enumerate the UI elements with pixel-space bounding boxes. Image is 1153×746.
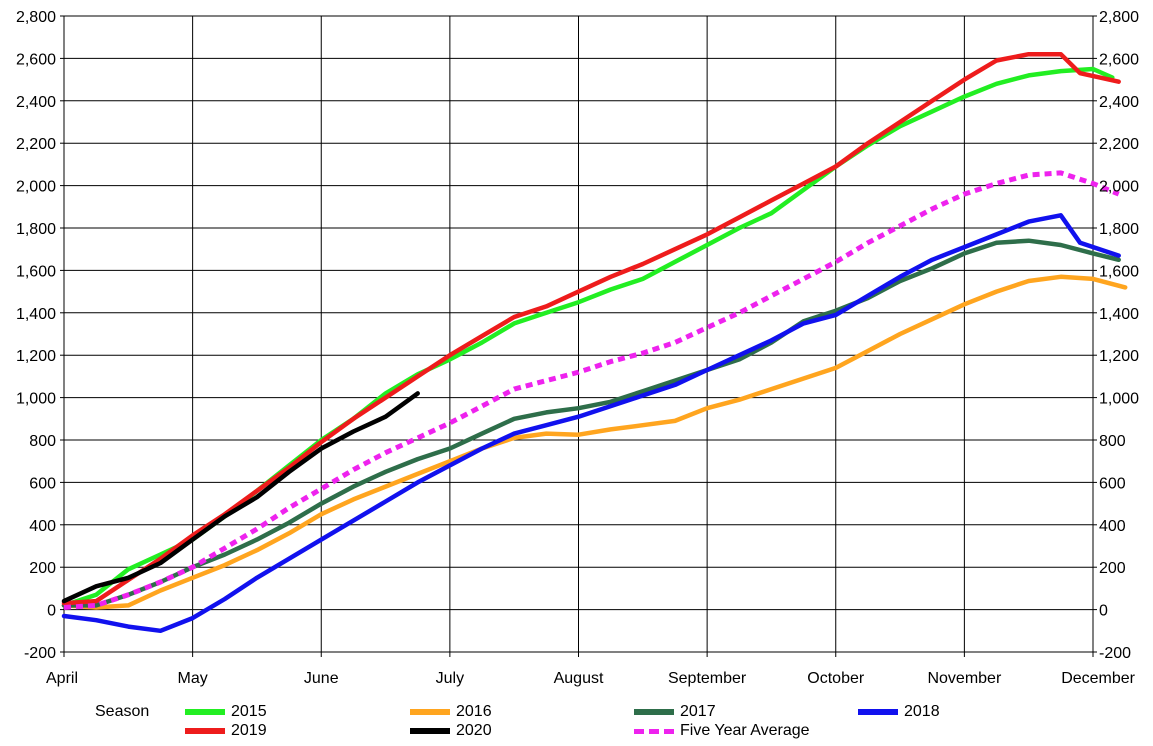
y-tick-label-right: 800	[1099, 433, 1126, 450]
y-tick-label-left: 2,800	[16, 9, 56, 26]
y-tick-label-right: 2,000	[1099, 179, 1139, 196]
y-tick-label-right: 1,200	[1099, 348, 1139, 365]
y-tick-label-left: 1,200	[16, 348, 56, 365]
y-tick-label-left: 2,400	[16, 94, 56, 111]
y-tick-label-right: 2,600	[1099, 51, 1139, 68]
y-tick-label-right: 2,400	[1099, 94, 1139, 111]
series-line-five-year-average	[63, 170, 1120, 610]
y-tick-label-left: 1,000	[16, 391, 56, 408]
series-lines	[61, 51, 1128, 634]
axes	[60, 15, 1097, 657]
y-tick-label-right: 400	[1099, 518, 1126, 535]
y-tick-label-left: 1,400	[16, 306, 56, 323]
series-line-2020	[61, 391, 420, 604]
y-tick-label-right: -200	[1099, 645, 1131, 662]
y-tick-label-right: 200	[1099, 560, 1126, 577]
y-tick-label-right: 600	[1099, 475, 1126, 492]
y-tick-label-left: 1,800	[16, 221, 56, 238]
y-tick-label-left: 800	[29, 433, 56, 450]
y-tick-label-right: 1,400	[1099, 306, 1139, 323]
x-tick-label: May	[178, 670, 208, 687]
y-tick-label-left: 0	[47, 603, 56, 620]
y-tick-label-left: 1,600	[16, 263, 56, 280]
x-tick-label: September	[668, 670, 747, 687]
series-line-2018	[61, 213, 1121, 634]
y-tick-label-right: 2,800	[1099, 9, 1139, 26]
y-tick-label-right: 0	[1099, 603, 1108, 620]
series-line-2017	[61, 238, 1121, 608]
y-tick-label-left: 600	[29, 475, 56, 492]
x-tick-label: November	[927, 670, 1001, 687]
x-tick-label: April	[46, 670, 78, 687]
y-tick-label-left: 200	[29, 560, 56, 577]
x-tick-label: August	[554, 670, 604, 687]
series-line-2016	[61, 274, 1128, 610]
y-tick-label-right: 1,000	[1099, 391, 1139, 408]
plot-border	[63, 15, 1094, 653]
tick-labels: -200 -200 0 0 200 200 400 400 600 600 800 800 1,000 1…	[16, 9, 1139, 687]
series-line-2019	[61, 51, 1121, 606]
x-tick-label: October	[807, 670, 865, 687]
y-tick-label-left: -200	[24, 645, 56, 662]
y-tick-label-right: 1,600	[1099, 263, 1139, 280]
y-tick-label-left: 2,200	[16, 136, 56, 153]
x-tick-label: December	[1061, 670, 1135, 687]
y-tick-label-left: 2,600	[16, 51, 56, 68]
y-tick-label-right: 2,200	[1099, 136, 1139, 153]
y-tick-label-left: 400	[29, 518, 56, 535]
x-tick-label: July	[436, 670, 464, 687]
y-tick-label-right: 1,800	[1099, 221, 1139, 238]
y-tick-label-left: 2,000	[16, 179, 56, 196]
x-tick-label: June	[304, 670, 339, 687]
